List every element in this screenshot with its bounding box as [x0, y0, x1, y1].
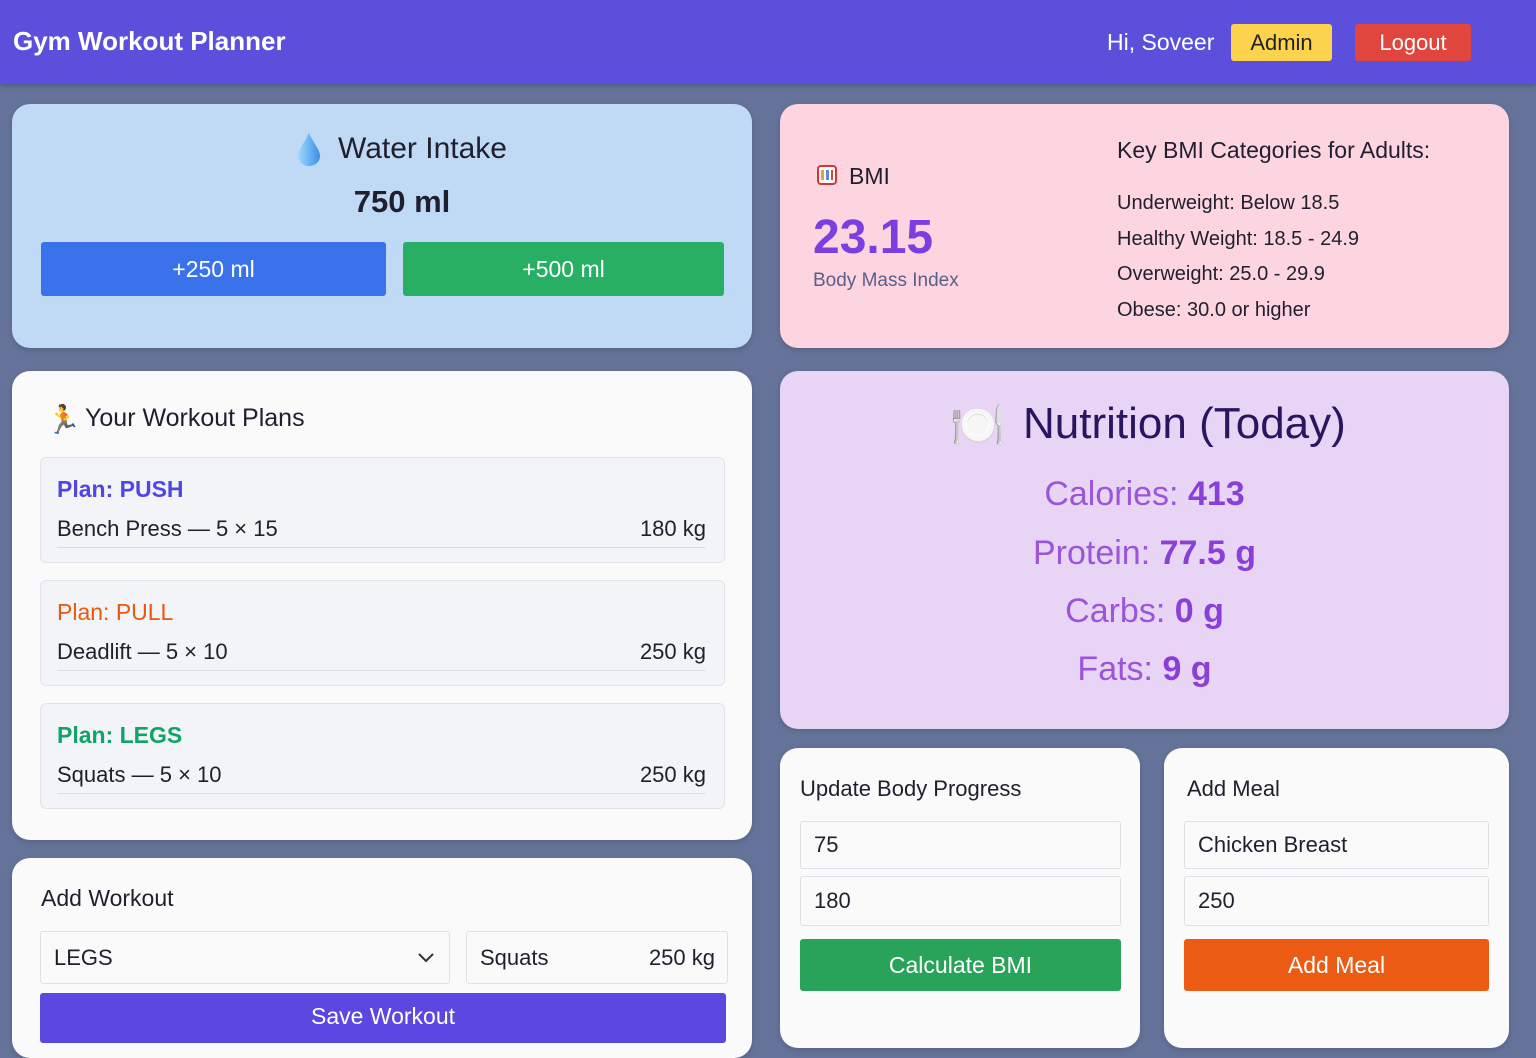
add-workout-title: Add Workout [41, 885, 174, 911]
fats-line: Fats: 9 g [1077, 650, 1212, 688]
plate-cutlery-icon: 🍽️ [950, 401, 1005, 450]
bmi-caption: Body Mass Index [813, 270, 959, 291]
plan-weight: 250 kg [639, 639, 706, 664]
protein-line: Protein: 77.5 g [1032, 534, 1256, 572]
nutrition-title: Nutrition (Today) [1023, 399, 1346, 448]
app-title: Gym Workout Planner [13, 26, 286, 56]
bmi-category: Obese: 30.0 or higher [1117, 298, 1311, 321]
nutrition-card: 🍽️ Nutrition (Today) Calories: 413 Prote… [780, 371, 1509, 729]
grams-input[interactable]: 250 [1184, 876, 1489, 926]
bmi-categories-list: Underweight: Below 18.5 Healthy Weight: … [1117, 186, 1359, 328]
admin-button[interactable]: Admin [1231, 24, 1332, 61]
bmi-categories-title: Key BMI Categories for Adults: [1117, 137, 1431, 163]
bmi-card: BMI 23.15 Body Mass Index Key BMI Catego… [780, 104, 1509, 348]
weight-value: 250 kg [648, 944, 715, 970]
add-250ml-button[interactable]: +250 ml [41, 242, 386, 296]
plan-exercise: Squats — 5 × 10 [57, 762, 222, 787]
carbs-line: Carbs: 0 g [1065, 592, 1224, 630]
add-meal-button[interactable]: Add Meal [1184, 939, 1489, 991]
plan-item-legs[interactable]: Plan: LEGS Squats — 5 × 10 250 kg [40, 703, 725, 809]
bmi-label: BMI [849, 163, 890, 189]
plan-select-value: LEGS [54, 944, 113, 970]
fats-value: 9 g [1162, 650, 1212, 688]
plan-weight: 180 kg [639, 516, 706, 541]
calories-line: Calories: 413 [1044, 475, 1245, 513]
greeting: Hi, Soveer [1107, 29, 1215, 55]
bmi-category: Healthy Weight: 18.5 - 24.9 [1117, 227, 1359, 250]
water-amount: 750 ml [353, 184, 451, 219]
plan-name: Plan: LEGS [57, 722, 183, 748]
plan-name: Plan: PUSH [57, 476, 184, 502]
bmi-value: 23.15 [813, 211, 934, 264]
protein-value: 77.5 g [1159, 534, 1256, 572]
body-progress-card: Update Body Progress 75 180 Calculate BM… [780, 748, 1140, 1048]
top-bar: Gym Workout Planner Hi, Soveer Admin Log… [0, 0, 1536, 84]
body-progress-title: Update Body Progress [800, 776, 1022, 801]
logout-button[interactable]: Logout [1355, 24, 1471, 61]
water-title: Water Intake [338, 132, 507, 165]
chevron-down-icon [418, 953, 434, 963]
food-input[interactable]: Chicken Breast [1184, 821, 1489, 869]
calories-value: 413 [1187, 475, 1245, 513]
add-meal-card: Add Meal Chicken Breast 250 Add Meal [1164, 748, 1509, 1048]
plans-title: Your Workout Plans [85, 404, 305, 432]
height-input[interactable]: 180 [800, 876, 1121, 926]
workout-plans-card: 🏃 Your Workout Plans Plan: PUSH Bench Pr… [12, 371, 752, 840]
droplet-icon [298, 133, 320, 166]
weight-input[interactable]: 75 [800, 821, 1121, 869]
plan-select[interactable]: LEGS [40, 931, 450, 984]
bmi-category: Underweight: Below 18.5 [1117, 192, 1340, 214]
runner-icon: 🏃 [46, 404, 81, 435]
plan-item-push[interactable]: Plan: PUSH Bench Press — 5 × 15 180 kg [40, 457, 725, 563]
plan-exercise: Deadlift — 5 × 10 [57, 639, 228, 664]
save-workout-button[interactable]: Save Workout [40, 993, 726, 1043]
water-intake-card: Water Intake 750 ml +250 ml +500 ml [12, 104, 752, 348]
plan-weight: 250 kg [639, 762, 706, 787]
abacus-icon [817, 165, 837, 185]
exercise-input[interactable]: Squats 250 kg [466, 931, 728, 984]
plan-item-pull[interactable]: Plan: PULL Deadlift — 5 × 10 250 kg [40, 580, 725, 686]
add-500ml-button[interactable]: +500 ml [403, 242, 724, 296]
add-meal-title: Add Meal [1187, 776, 1280, 801]
calculate-bmi-button[interactable]: Calculate BMI [800, 939, 1121, 991]
plan-exercise: Bench Press — 5 × 15 [57, 516, 278, 541]
exercise-value: Squats [480, 944, 549, 970]
add-workout-card: Add Workout LEGS Squats 250 kg Save Work… [12, 858, 752, 1058]
bmi-category: Overweight: 25.0 - 29.9 [1117, 263, 1325, 285]
carbs-value: 0 g [1174, 592, 1224, 630]
plan-name: Plan: PULL [57, 599, 174, 625]
